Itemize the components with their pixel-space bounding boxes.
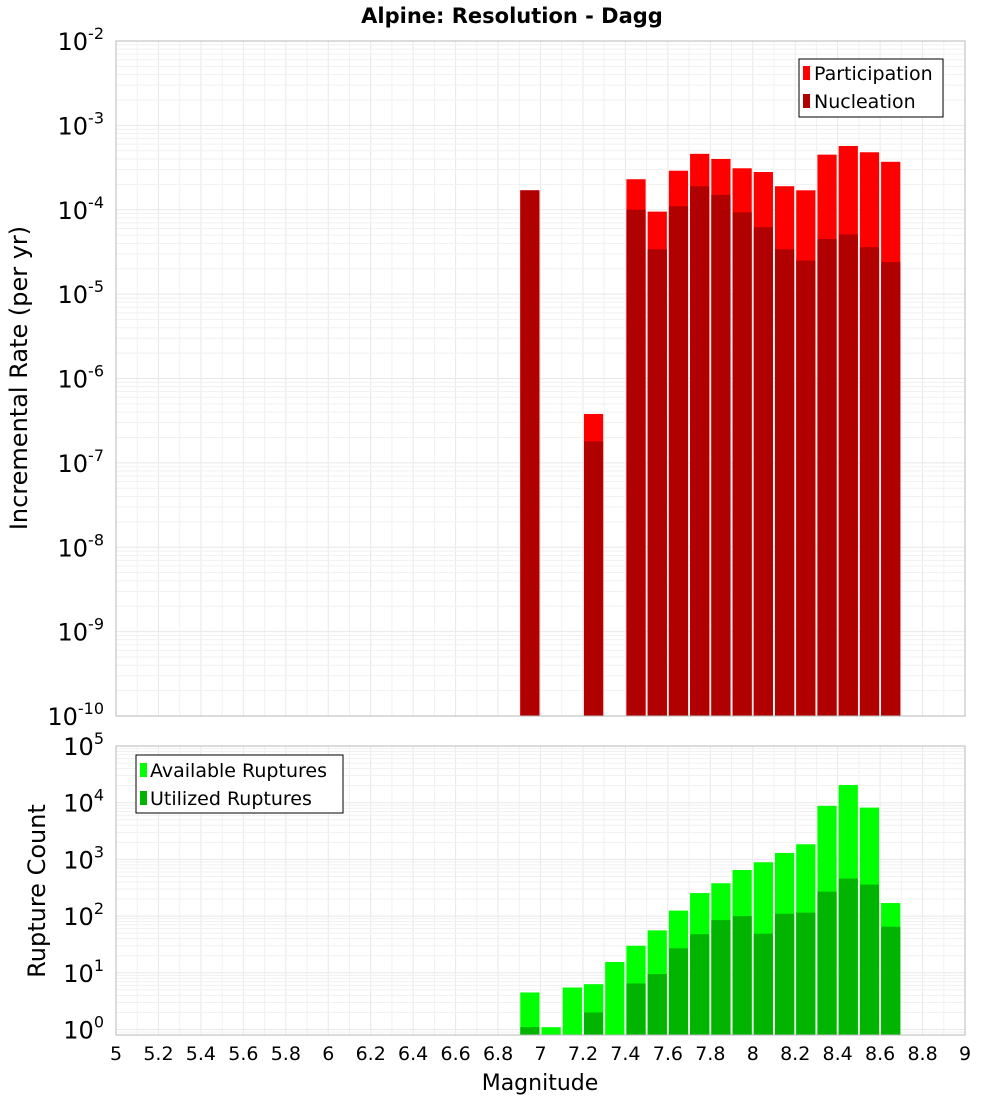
y-tick-label: 10-6 [58,362,105,394]
nucleation-bar [796,260,816,716]
nucleation-bar [732,212,752,717]
nucleation-bar [520,190,540,716]
utilized-ruptures-bar [796,912,816,1035]
x-tick-label: 6 [322,1043,334,1065]
nucleation-bar [859,247,880,716]
x-tick-label: 5.4 [186,1043,216,1065]
bottom-legend-box [135,754,344,814]
x-tick-label: 5 [110,1043,122,1065]
chart-title: Alpine: Resolution - Dagg [361,4,663,28]
x-tick-label: 7.6 [653,1043,683,1065]
top-legend: Participation Nucleation [798,58,944,118]
utilized-ruptures-bar [859,884,880,1035]
x-tick-label: 6.4 [398,1043,428,1065]
utilized-ruptures-bar [881,926,901,1035]
y-tick-label: 10-9 [58,615,105,647]
nucleation-bar [668,206,689,716]
available-ruptures-bar [605,962,625,1035]
y-tick-label: 105 [63,729,104,761]
available-ruptures-bar [562,987,582,1035]
y-tick-label: 10-5 [58,277,105,309]
nucleation-bar [881,262,901,716]
x-tick-label: 6.6 [440,1043,470,1065]
nucleation-bar [583,441,604,716]
x-tick-label: 8.6 [865,1043,895,1065]
nucleation-bar [753,227,773,716]
x-tick-label: 9 [959,1043,971,1065]
utilized-ruptures-bar [583,1012,604,1035]
y-tick-label: 10-7 [58,446,105,478]
x-tick-label: 7.2 [568,1043,598,1065]
top-bars [520,145,901,717]
nucleation-bar [626,209,646,716]
top-y-ticks: 10-10 10-9 10-8 10-7 10-6 10-5 10-4 10-3 10-2 [47,24,104,731]
legend-label-available-ruptures: Available Ruptures [150,760,327,782]
x-tick-label: 5.2 [143,1043,173,1065]
bottom-plot: 100 101 102 103 104 105 Rupture Count Availab… [23,729,971,1096]
x-tick-label: 7 [534,1043,546,1065]
top-plot: 10-10 10-9 10-8 10-7 10-6 10-5 10-4 10-3 10-2 In… [5,24,966,731]
x-tick-label: 7.8 [695,1043,725,1065]
y-tick-label: 10-3 [58,108,105,140]
x-tick-label: 8.2 [780,1043,810,1065]
x-axis-label: Magnitude [482,1071,599,1096]
bottom-y-axis-label: Rupture Count [23,804,51,978]
legend-label-nucleation: Nucleation [814,91,916,113]
y-tick-label: 102 [63,899,104,931]
x-tick-label: 5.6 [228,1043,258,1065]
utilized-ruptures-bar [711,920,731,1035]
legend-label-participation: Participation [814,63,933,85]
x-tick-label: 7.4 [610,1043,640,1065]
y-tick-label: 101 [63,956,104,988]
x-tick-label: 5.8 [271,1043,301,1065]
bottom-legend: Available Ruptures Utilized Ruptures [135,754,344,814]
nucleation-bar [838,234,858,716]
nucleation-bar [711,194,731,716]
utilized-ruptures-bar [647,974,667,1035]
x-tick-label: 6.8 [483,1043,513,1065]
nucleation-bar [817,239,837,716]
x-tick-label: 8.4 [823,1043,853,1065]
utilized-ruptures-bar [668,948,689,1035]
legend-swatch-nucleation [803,94,810,108]
utilized-ruptures-bar [690,934,710,1035]
available-ruptures-bar [520,992,540,1035]
top-grid [115,40,966,717]
y-tick-label: 10-10 [47,699,104,731]
y-tick-label: 10-2 [58,24,105,56]
bottom-bars [520,785,901,1035]
y-tick-label: 103 [63,842,104,874]
y-tick-label: 104 [63,786,104,818]
nucleation-bar [647,249,667,716]
x-tick-label: 8 [747,1043,759,1065]
x-tick-label: 8.8 [907,1043,937,1065]
x-tick-label: 6.2 [356,1043,386,1065]
bottom-y-ticks: 100 101 102 103 104 105 [63,729,104,1045]
y-tick-label: 100 [63,1013,104,1045]
legend-label-utilized-ruptures: Utilized Ruptures [150,788,312,810]
top-y-axis-label: Incremental Rate (per yr) [5,226,33,530]
utilized-ruptures-bar [774,913,795,1035]
nucleation-bar [774,249,795,716]
y-tick-label: 10-8 [58,530,105,562]
utilized-ruptures-bar [520,1027,540,1035]
x-tick-labels: 5 5.2 5.4 5.6 5.8 6 6.2 6.4 6.6 6.8 7 7.2 7.4 7.6 7.8 8… [110,1043,971,1065]
top-plot-frame [115,40,966,717]
utilized-ruptures-bar [753,933,773,1035]
legend-swatch-available-ruptures [140,763,147,777]
legend-swatch-participation [803,66,810,80]
utilized-ruptures-bar [817,891,837,1035]
available-ruptures-bar [541,1027,561,1035]
legend-swatch-utilized-ruptures [140,791,147,805]
utilized-ruptures-bar [838,878,858,1035]
utilized-ruptures-bar [626,983,646,1035]
bottom-plot-frame [115,745,966,1036]
utilized-ruptures-bar [732,916,752,1035]
top-legend-box [798,58,944,118]
nucleation-bar [690,186,710,716]
y-tick-label: 10-4 [58,193,105,225]
